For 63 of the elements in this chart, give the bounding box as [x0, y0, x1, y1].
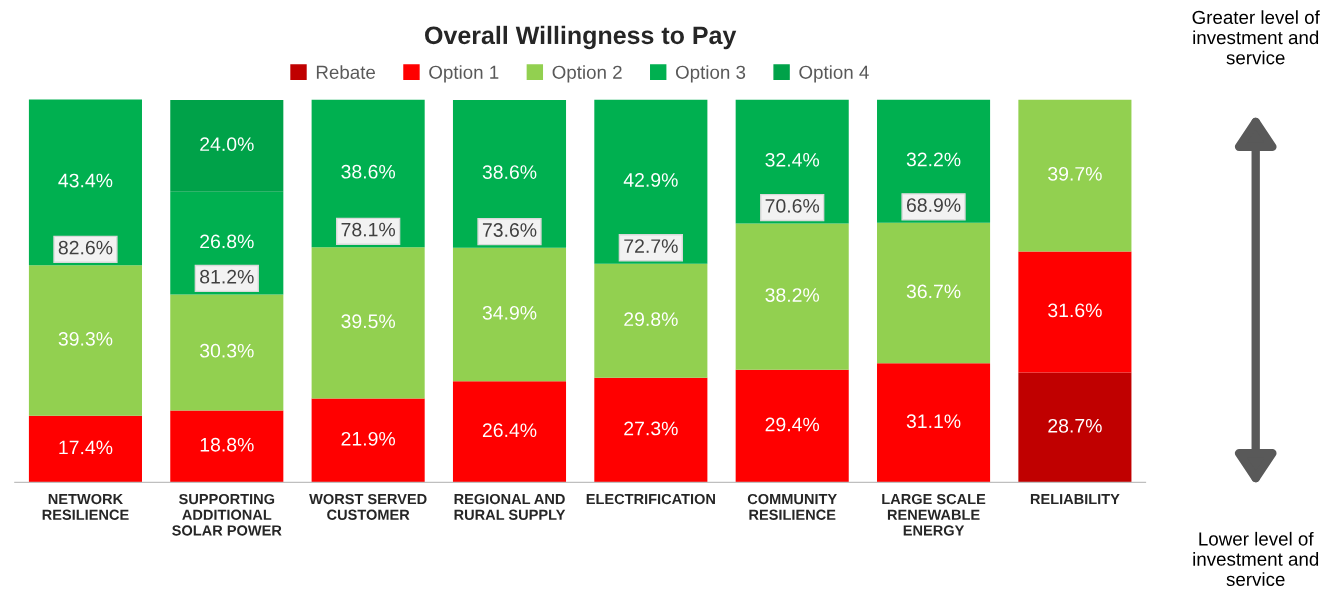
bar	[170, 410, 284, 483]
data-label: 38.6%	[482, 165, 537, 179]
x-tick-label: LARGE SCALE RENEWABLE ENERGY	[882, 493, 986, 536]
data-label: 34.9%	[482, 305, 537, 320]
legend-label: Option 3	[675, 65, 746, 83]
data-label: 24.0%	[200, 137, 254, 152]
text: Lower level of investment and service	[1193, 531, 1319, 587]
data-label: 36.7%	[906, 284, 961, 299]
data-label: 17.4%	[59, 440, 113, 455]
data-label: 39.7%	[1048, 166, 1102, 181]
bar	[28, 99, 142, 266]
x-tick-label: WORST SERVED CUSTOMER	[309, 493, 427, 520]
annotation: 70.6%	[765, 199, 820, 213]
data-label: 31.1%	[906, 414, 961, 429]
data-label: 31.6%	[1048, 303, 1102, 318]
annotation: 82.6%	[58, 240, 113, 255]
data-label: 38.6%	[341, 164, 396, 179]
bar	[735, 369, 849, 483]
bar	[311, 99, 425, 248]
x-tick-label: COMMUNITY RESILIENCE	[747, 493, 837, 520]
data-label: 32.2%	[906, 152, 961, 167]
text: Greater level of investment and service	[1192, 10, 1320, 65]
legend-label: Option 2	[552, 65, 622, 83]
annotation: 73.6%	[482, 223, 537, 237]
data-label: 39.5%	[341, 314, 396, 329]
chart-title: Overall Willingness to Pay	[425, 25, 737, 50]
bar	[594, 377, 708, 483]
data-label: 42.9%	[623, 173, 678, 187]
data-label: 27.3%	[624, 421, 678, 436]
legend-label: Option 1	[429, 65, 499, 83]
data-label: 26.4%	[482, 423, 537, 438]
data-label: 39.3%	[58, 331, 113, 346]
annotation: 68.9%	[906, 198, 961, 212]
x-tick-label: SUPPORTING ADDITIONAL SOLAR POWER	[172, 493, 282, 536]
annotation: 81.2%	[200, 269, 254, 284]
data-label: 28.7%	[1048, 418, 1102, 433]
data-label: 29.8%	[624, 312, 678, 327]
data-label: 43.4%	[58, 173, 113, 188]
bar	[1018, 372, 1132, 483]
x-tick-label: ELECTRIFICATION	[586, 493, 715, 505]
x-tick-label: REGIONAL AND RURAL SUPPLY	[454, 493, 566, 520]
bar	[594, 99, 708, 264]
bar	[452, 381, 567, 483]
x-tick-label: NETWORK RESILIENCE	[42, 493, 129, 520]
bar	[1018, 99, 1132, 252]
bar	[877, 363, 991, 483]
data-label: 26.8%	[200, 234, 254, 249]
data-label: 21.9%	[341, 431, 396, 446]
bar	[452, 99, 567, 248]
legend-label: Rebate	[316, 65, 376, 79]
bar	[28, 415, 142, 483]
bar	[311, 398, 425, 483]
data-label: 32.4%	[765, 152, 820, 167]
data-label: 29.4%	[765, 417, 820, 432]
annotation: 72.7%	[624, 239, 678, 253]
data-label: 38.2%	[765, 288, 820, 302]
data-label: 30.3%	[199, 343, 254, 358]
x-tick-label: RELIABILITY	[1030, 494, 1120, 505]
bar	[170, 99, 284, 192]
bar	[1018, 251, 1132, 373]
legend-label: Option 4	[799, 65, 869, 83]
annotation: 78.1%	[341, 222, 396, 237]
data-label: 18.8%	[200, 437, 254, 452]
